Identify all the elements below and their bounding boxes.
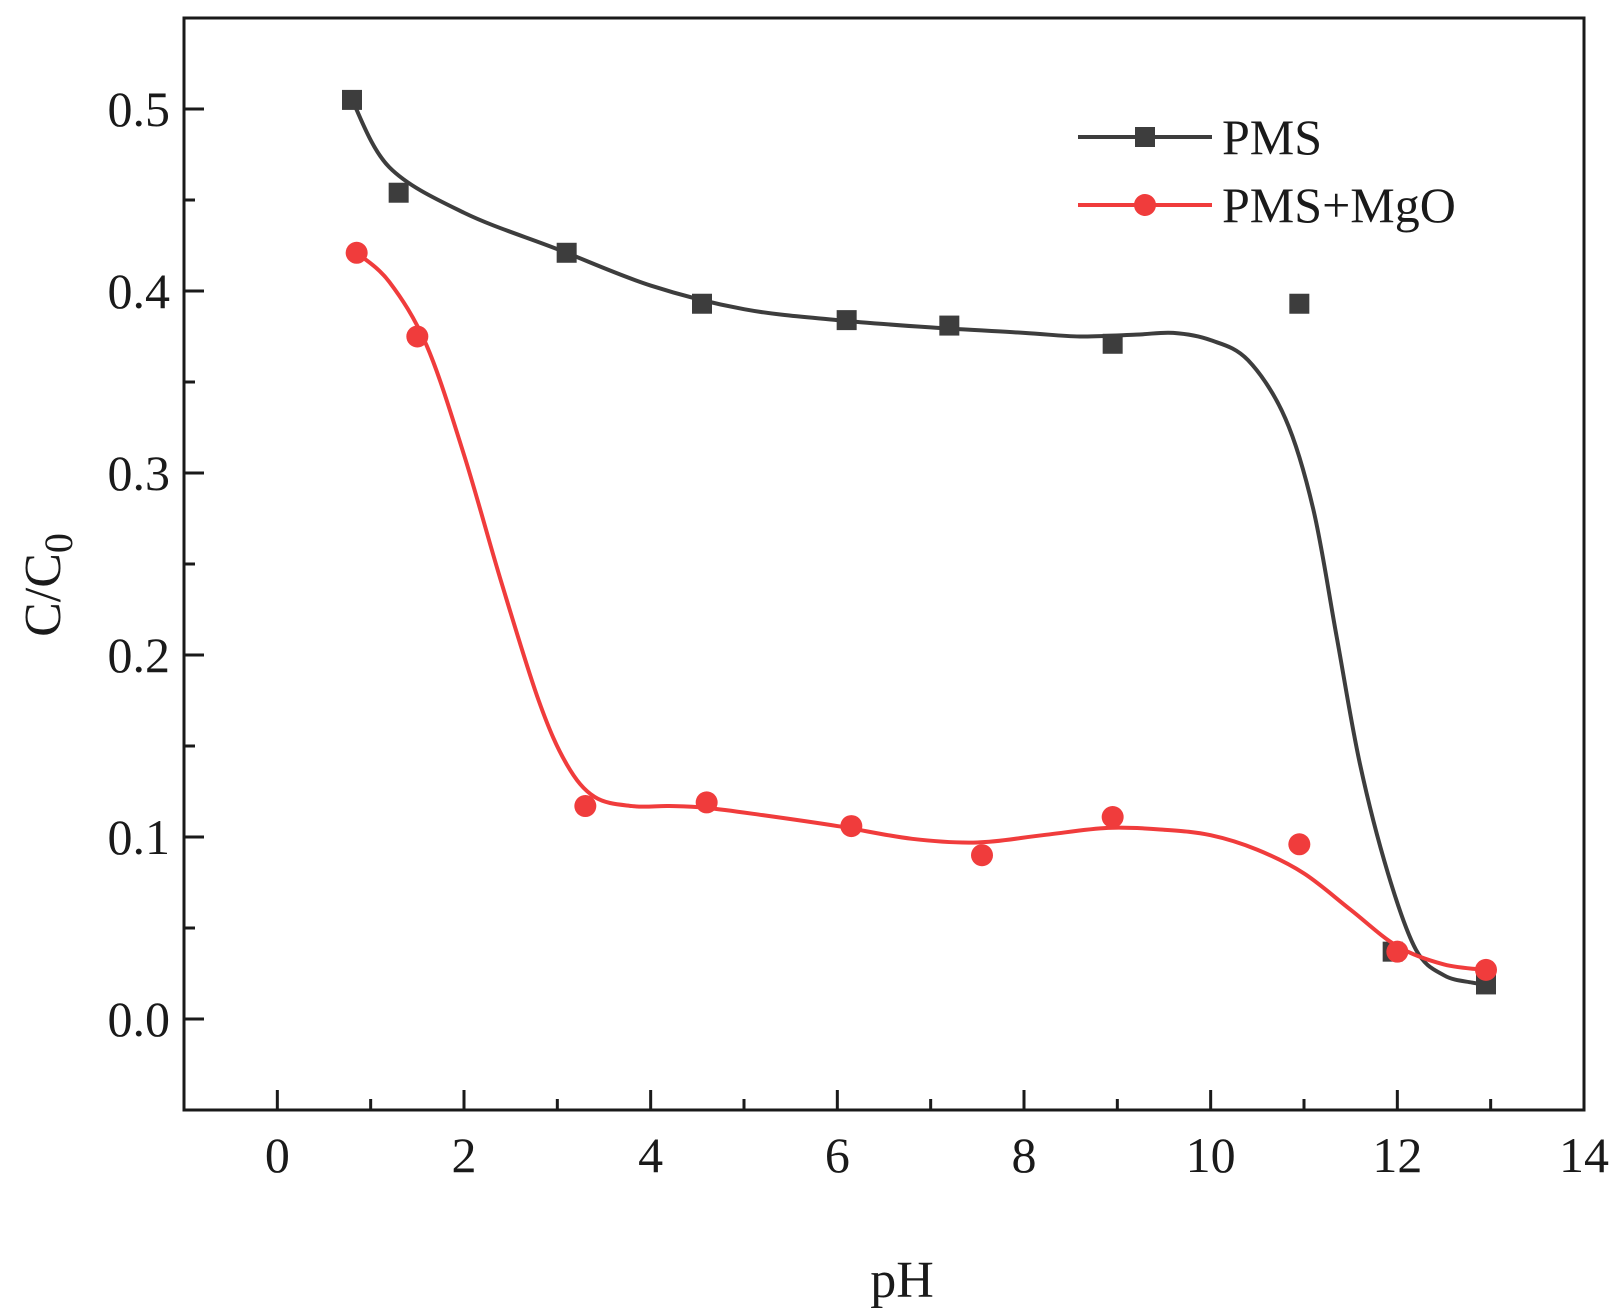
legend: PMS PMS+MgO [1078, 109, 1456, 233]
data-point [556, 242, 577, 263]
y-axis-title-main: C/C [15, 553, 72, 637]
x-axis: 0 2 4 6 8 10 12 14 [265, 1090, 1609, 1183]
y-axis-title-subscript: 0 [36, 533, 81, 553]
y-tick-label: 0.4 [108, 263, 171, 319]
x-tick-label: 8 [1012, 1127, 1037, 1183]
x-tick-label: 10 [1186, 1127, 1236, 1183]
data-point [1288, 833, 1311, 856]
series-layer [342, 89, 1497, 995]
x-tick-label: 14 [1559, 1127, 1609, 1183]
y-tick-label: 0.1 [108, 809, 171, 865]
legend-marker [1135, 127, 1155, 147]
data-point [574, 795, 597, 818]
y-tick-label: 0.2 [108, 627, 171, 683]
legend-label: PMS+MgO [1222, 177, 1456, 233]
series-pms-mgo [345, 241, 1497, 981]
y-tick-label: 0.0 [108, 991, 171, 1047]
x-tick-label: 0 [265, 1127, 290, 1183]
x-tick-label: 12 [1372, 1127, 1422, 1183]
data-point [695, 791, 718, 814]
svg-text:C/C0: C/C0 [15, 533, 81, 637]
data-point [345, 241, 368, 264]
legend-item: PMS [1078, 109, 1322, 165]
data-point [342, 89, 362, 110]
data-point [836, 310, 857, 331]
y-tick-label: 0.3 [108, 445, 171, 501]
series-fit-line [350, 97, 1488, 987]
data-point [406, 325, 429, 348]
data-point [1101, 805, 1124, 828]
data-point [1102, 333, 1123, 354]
data-point [1386, 940, 1409, 963]
x-tick-label: 2 [452, 1127, 477, 1183]
x-tick-label: 6 [825, 1127, 850, 1183]
y-axis-title: C/C0 [15, 533, 81, 637]
data-point [692, 293, 712, 314]
series-pms [342, 89, 1496, 995]
y-axis: 0.0 0.1 0.2 0.3 0.4 0.5 [108, 81, 204, 1047]
data-point [971, 844, 993, 867]
data-point [1289, 293, 1310, 314]
x-axis-title: pH [870, 1252, 934, 1309]
data-point [939, 315, 960, 336]
data-point [1475, 958, 1497, 981]
data-point [840, 815, 863, 838]
legend-label: PMS [1222, 109, 1322, 165]
data-point [388, 182, 409, 203]
x-tick-label: 4 [638, 1127, 663, 1183]
series-fit-line [354, 250, 1488, 972]
legend-item: PMS+MgO [1078, 177, 1456, 233]
legend-marker [1134, 194, 1156, 216]
y-tick-label: 0.5 [108, 81, 171, 137]
